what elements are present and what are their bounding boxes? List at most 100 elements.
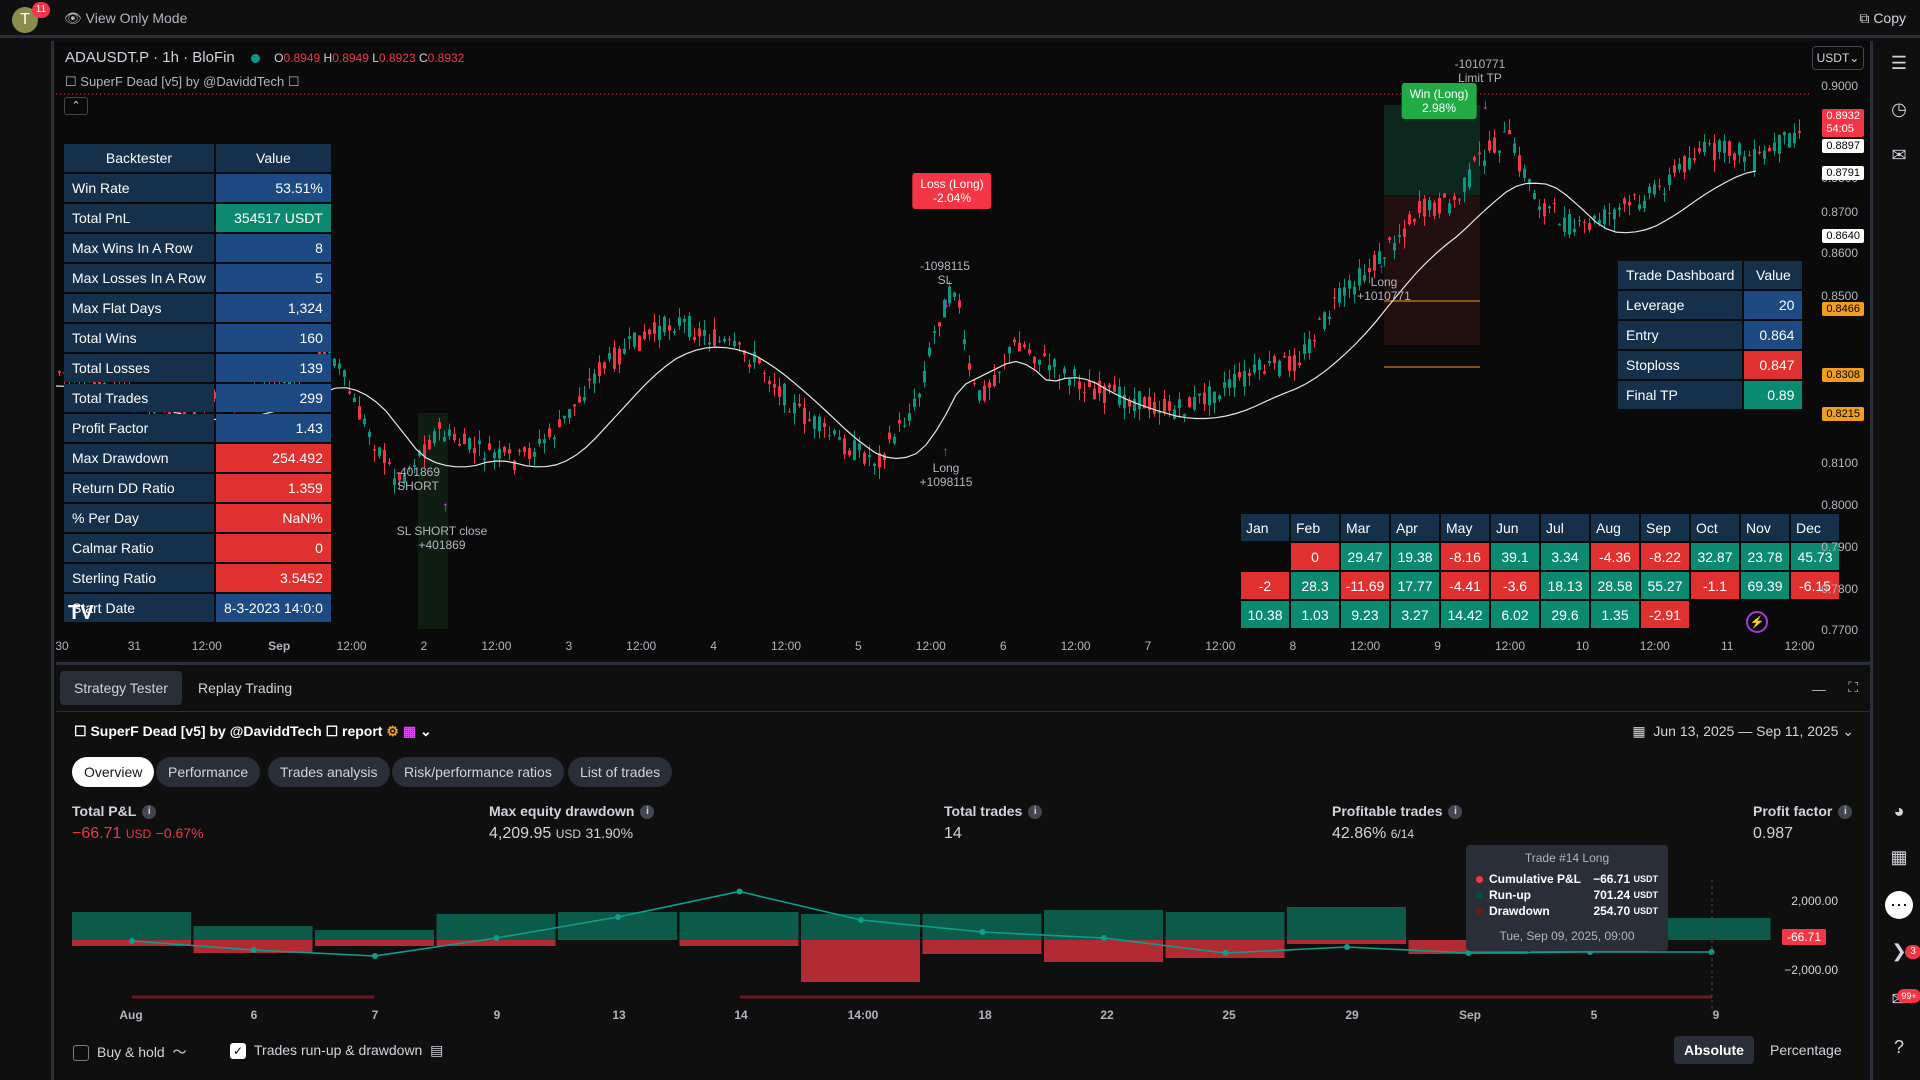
price-scale[interactable]: 0.9000 0.8800 0.8700 0.8600 0.8500 0.810… [1810, 41, 1870, 659]
info-icon[interactable]: i [1028, 805, 1043, 820]
candle-body [533, 452, 536, 457]
buy-hold-toggle[interactable]: Buy & hold 〜 [73, 1042, 187, 1062]
candle-body [728, 339, 731, 341]
tooltip-label: Cumulative P&L [1489, 872, 1582, 886]
minimize-icon[interactable]: — [1812, 681, 1826, 697]
monthly-row: 10.38 1.03 9.23 3.27 14.42 6.02 29.6 1.35 -2.91 [1241, 601, 1839, 628]
backtester-label: Total PnL [64, 204, 214, 232]
metric-total-trades: Total trades i 14 [944, 803, 1043, 843]
runup-checkbox[interactable]: ✓ [230, 1043, 246, 1060]
monthly-cell: -3.6 [1491, 572, 1539, 599]
lightning-icon[interactable]: ⚡ [1746, 611, 1768, 633]
subtab-list-of-trades[interactable]: List of trades [568, 757, 673, 787]
tab-replay-trading[interactable]: Replay Trading [198, 680, 293, 696]
info-icon[interactable]: i [1448, 805, 1463, 820]
dashboard-row: Leverage 20 [1618, 291, 1803, 319]
cumulative-pnl-point [250, 947, 257, 953]
candle-body [373, 449, 376, 451]
cumulative-pnl-point [858, 917, 864, 923]
equity-chart[interactable] [56, 860, 1776, 1010]
candle-body [1633, 194, 1636, 196]
candle-body [1653, 184, 1656, 195]
candle-body [983, 385, 986, 401]
candle-body [1253, 364, 1256, 373]
subtab-risk-ratios[interactable]: Risk/performance ratios [392, 757, 564, 787]
strategy-title[interactable]: ☐ SuperF Dead [v5] by @DaviddTech ☐ repo… [74, 723, 432, 740]
feed-icon[interactable]: ❯ [1891, 941, 1907, 961]
metric-profit-factor: Profit factor i 0.987 [1753, 803, 1853, 843]
cumulative-pnl-point [1222, 950, 1229, 956]
help-icon[interactable]: ? [1893, 1037, 1904, 1057]
collapse-legend-button[interactable]: ⌃ [64, 97, 88, 115]
candle-body [1383, 257, 1386, 259]
subtab-overview[interactable]: Overview [72, 757, 155, 787]
date-range-selector[interactable]: ▦ Jun 13, 2025 — Sep 11, 2025 ⌄ [1632, 723, 1854, 740]
candle-body [1138, 391, 1141, 410]
candle-body [1068, 379, 1071, 386]
currency-selector[interactable]: USDT⌄ [1812, 46, 1864, 70]
runup-toggle[interactable]: ✓ Trades run-up & drawdown ▤ [230, 1042, 443, 1060]
copy-button[interactable]: ⧉ Copy [1859, 10, 1906, 27]
info-icon[interactable]: i [1838, 805, 1853, 820]
candle-body [508, 449, 511, 454]
candle-body [358, 406, 361, 420]
time-tick: 12:00 [1060, 639, 1091, 653]
time-tick: 30 [56, 639, 69, 653]
chat-icon[interactable]: ✉ [1891, 145, 1907, 165]
backtester-row: Max Losses In A Row 5 [64, 264, 331, 292]
candle-body [638, 335, 641, 351]
clock-icon[interactable]: ◷ [1891, 99, 1907, 119]
strategy-name: SuperF Dead [v5] by @DaviddTech [90, 723, 322, 739]
candle-body [628, 336, 631, 339]
candle-body [1368, 268, 1371, 273]
tab-strategy-tester[interactable]: Strategy Tester [60, 671, 182, 705]
monthly-cell: 28.58 [1591, 572, 1639, 599]
settings-icon[interactable]: ⚙ [386, 723, 399, 739]
subtab-performance[interactable]: Performance [156, 757, 261, 787]
equity-x-tick: 18 [978, 1008, 992, 1022]
backtester-row: Max Wins In A Row 8 [64, 234, 331, 262]
monthly-cell [1691, 601, 1739, 628]
price-chart[interactable]: ↓ ↓ ↑ ↑ ↑ ADAUSDT.P · 1h · BloFin O0.8949 H0… [56, 41, 1870, 659]
info-icon[interactable]: i [640, 805, 655, 820]
indicator-legend[interactable]: ☐ SuperF Dead [v5] by @DaviddTech ☐ [65, 74, 300, 89]
candle-body [523, 447, 526, 452]
info-icon[interactable]: i [142, 805, 157, 820]
long1-id: +1098115 [919, 475, 973, 489]
long1-text: Long [932, 461, 960, 475]
apps-grid-icon[interactable]: ⋯ [1885, 891, 1913, 919]
symbol-title[interactable]: ADAUSDT.P · 1h · BloFin [65, 49, 235, 66]
short-entry: -401869 SHORT [396, 465, 440, 493]
runup-bar [72, 912, 191, 940]
absolute-button[interactable]: Absolute [1674, 1036, 1754, 1064]
chevron-down-icon[interactable]: ⌄ [419, 723, 432, 739]
value-header: Value [216, 144, 331, 172]
calendar-icon[interactable]: ▦ [402, 723, 417, 739]
speedometer-icon[interactable]: ◕ [1893, 801, 1905, 821]
monthly-cell: 1.35 [1591, 601, 1639, 628]
tooltip-label: Drawdown [1489, 904, 1550, 918]
watchlist-icon[interactable]: ☰ [1890, 53, 1908, 73]
monthly-cell: 3.34 [1541, 543, 1589, 570]
sl-id: -1098115 [920, 259, 970, 273]
candle-body [593, 373, 596, 384]
candle-body [1693, 158, 1696, 161]
candle-body [498, 448, 501, 459]
backtester-value: 354517 USDT [216, 204, 331, 232]
candle-body [1553, 203, 1556, 205]
candle-body [1448, 203, 1451, 214]
cumulative-pnl-point [615, 914, 621, 920]
maximize-icon[interactable]: ⛶ [1848, 679, 1858, 695]
subtab-trades-analysis[interactable]: Trades analysis [268, 757, 390, 787]
time-axis[interactable]: 30 31 12:00 Sep 12:00 2 12:00 3 12:00 4 12:00 5 12:0… [56, 636, 1815, 658]
candle-body [573, 404, 576, 407]
candlestick-plot[interactable]: ↓ ↓ ↑ ↑ ↑ [56, 41, 1810, 636]
runup-bar [1287, 907, 1406, 940]
percentage-button[interactable]: Percentage [1770, 1042, 1842, 1058]
candle-body [1173, 409, 1176, 419]
dd-percent: 31.90% [585, 825, 634, 842]
last-price: 0.8932 [1826, 110, 1860, 122]
buy-hold-checkbox[interactable] [73, 1045, 89, 1062]
calendar-icon[interactable]: ▦ [1890, 847, 1908, 867]
tradingview-logo[interactable]: TV [68, 602, 94, 624]
